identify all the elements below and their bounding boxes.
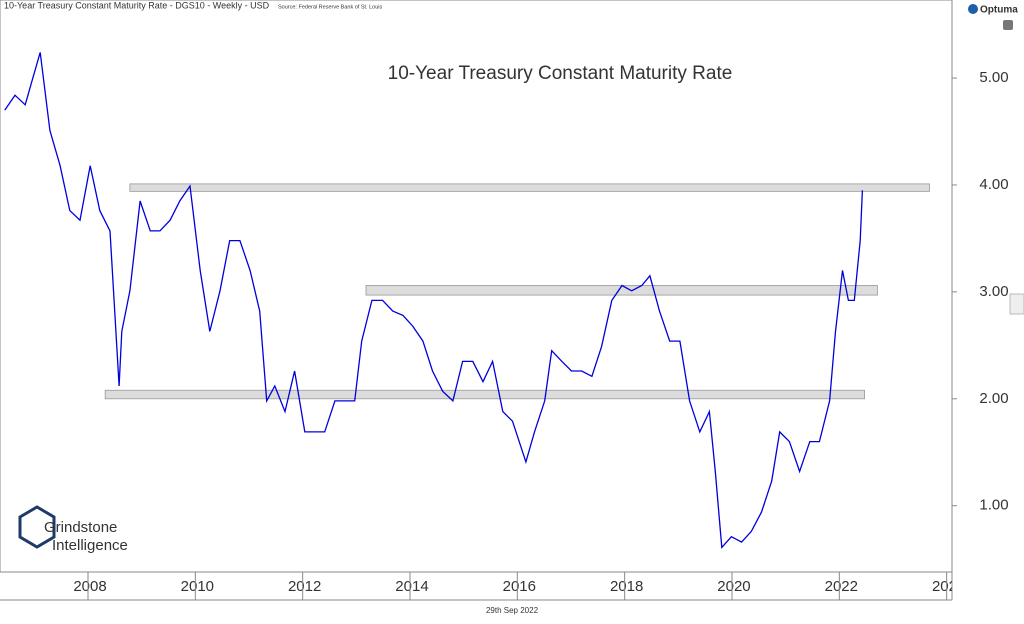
header: 10-Year Treasury Constant Maturity Rate … [4, 0, 270, 10]
series-line [4, 52, 864, 549]
y-tick-label: 3.00 [979, 283, 1008, 300]
x-tick-label: 2018 [610, 578, 643, 595]
x-tick-label: 2008 [73, 578, 106, 595]
y-tick-label: 5.00 [979, 69, 1008, 86]
x-tick-label: 2012 [288, 578, 321, 595]
x-tick-label: 2014 [395, 578, 428, 595]
x-tick-label: 2020 [717, 578, 750, 595]
x-tick-label: 2024 [932, 578, 965, 595]
x-tick-label: 2010 [181, 578, 214, 595]
plot: 2008 2010 2012 2014 2016 2018 2020 2022 2024 [4, 52, 965, 595]
logo-line1: Grindstone [44, 519, 117, 536]
x-tick-label: 2022 [825, 578, 858, 595]
brand: Optuma [980, 5, 1018, 16]
logo-line2: Intelligence [52, 537, 128, 554]
level-band [104, 389, 865, 400]
y-tick-label: 1.00 [979, 497, 1008, 514]
side-toggle[interactable] [1009, 293, 1024, 315]
y-tick-label: 2.00 [979, 390, 1008, 407]
chart-title: 10-Year Treasury Constant Maturity Rate [388, 63, 733, 84]
lock-icon[interactable] [1003, 20, 1013, 30]
level-band [129, 183, 930, 192]
date-label: 29th Sep 2022 [486, 606, 539, 615]
brand-icon [968, 4, 978, 14]
y-tick-label: 4.00 [979, 176, 1008, 193]
logo-hex [18, 505, 56, 549]
x-tick-label: 2016 [503, 578, 536, 595]
source: Source: Federal Reserve Bank of St. Loui… [278, 4, 382, 10]
